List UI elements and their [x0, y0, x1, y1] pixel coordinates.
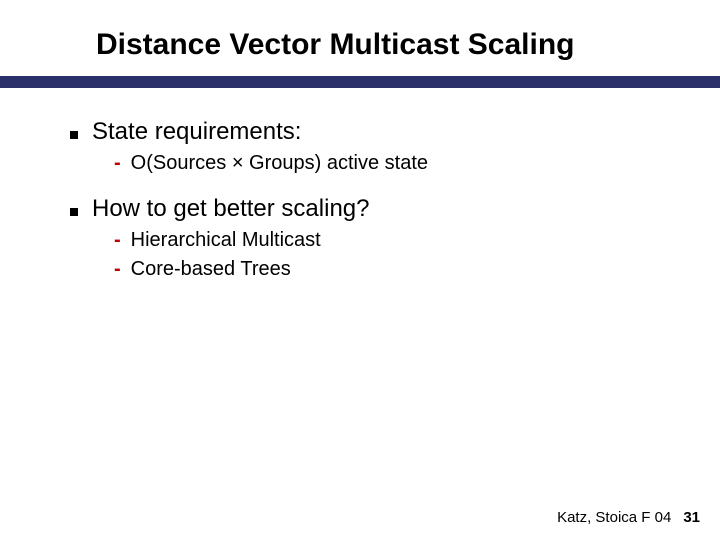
bullet-item: How to get better scaling? — [70, 195, 720, 223]
spacer — [70, 181, 720, 195]
sub-text: Core-based Trees — [131, 258, 291, 281]
footer: Katz, Stoica F 04 31 — [557, 509, 700, 526]
sub-item: - Core-based Trees — [114, 258, 720, 281]
bullet-text: How to get better scaling? — [92, 195, 370, 223]
sub-text: Hierarchical Multicast — [131, 229, 321, 252]
sub-item: - Hierarchical Multicast — [114, 229, 720, 252]
slide-title: Distance Vector Multicast Scaling — [0, 0, 720, 76]
sub-text: O(Sources × Groups) active state — [131, 152, 428, 175]
dash-icon: - — [114, 229, 121, 252]
dash-icon: - — [114, 152, 121, 175]
square-bullet-icon — [70, 208, 78, 216]
divider-bar — [0, 76, 720, 88]
page-number: 31 — [683, 509, 700, 526]
bullet-text: State requirements: — [92, 118, 301, 146]
square-bullet-icon — [70, 131, 78, 139]
dash-icon: - — [114, 258, 121, 281]
bullet-item: State requirements: — [70, 118, 720, 146]
footer-credit: Katz, Stoica F 04 — [557, 509, 671, 526]
sub-item: - O(Sources × Groups) active state — [114, 152, 720, 175]
slide: Distance Vector Multicast Scaling State … — [0, 0, 720, 540]
content-area: State requirements: - O(Sources × Groups… — [0, 88, 720, 281]
